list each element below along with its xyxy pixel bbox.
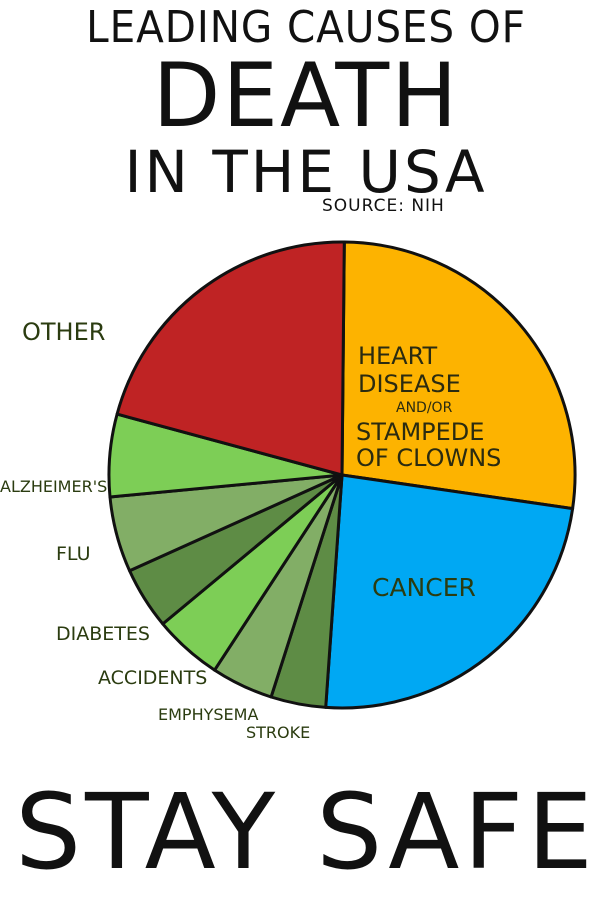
label-heart-line-4: STAMPEDE <box>356 418 484 446</box>
label-alzheimers: ALZHEIMER'S <box>0 477 107 496</box>
pie-slice-cancer <box>324 473 575 710</box>
label-other: OTHER <box>22 318 105 346</box>
label-heart-line-5: OF CLOWNS <box>356 444 501 472</box>
chart-title-line-1: LEADING CAUSES OF <box>86 2 526 53</box>
label-heart-line-3: AND/OR <box>396 400 453 416</box>
source-note: SOURCE: NIH <box>322 196 445 216</box>
label-heart-line-2: DISEASE <box>358 370 461 398</box>
pie-slice-heart <box>340 240 577 511</box>
label-cancer: CANCER <box>372 573 476 602</box>
pie-slice-other <box>115 240 346 477</box>
slice-labels: HEART DISEASE AND/OR STAMPEDE OF CLOWNS … <box>0 318 501 742</box>
chart-title-line-3: IN THE USA <box>124 138 488 206</box>
label-heart-line-1: HEART <box>358 342 438 370</box>
pie-chart: HEART DISEASE AND/OR STAMPEDE OF CLOWNS … <box>0 240 577 742</box>
footer-slogan: STAY SAFE <box>15 771 597 893</box>
label-diabetes: DIABETES <box>56 623 150 645</box>
label-stroke: STROKE <box>246 723 310 742</box>
label-accidents: ACCIDENTS <box>98 667 207 689</box>
chart-title-line-2: DEATH <box>152 44 460 147</box>
label-emphysema: EMPHYSEMA <box>158 705 258 724</box>
label-flu: FLU <box>56 543 90 565</box>
